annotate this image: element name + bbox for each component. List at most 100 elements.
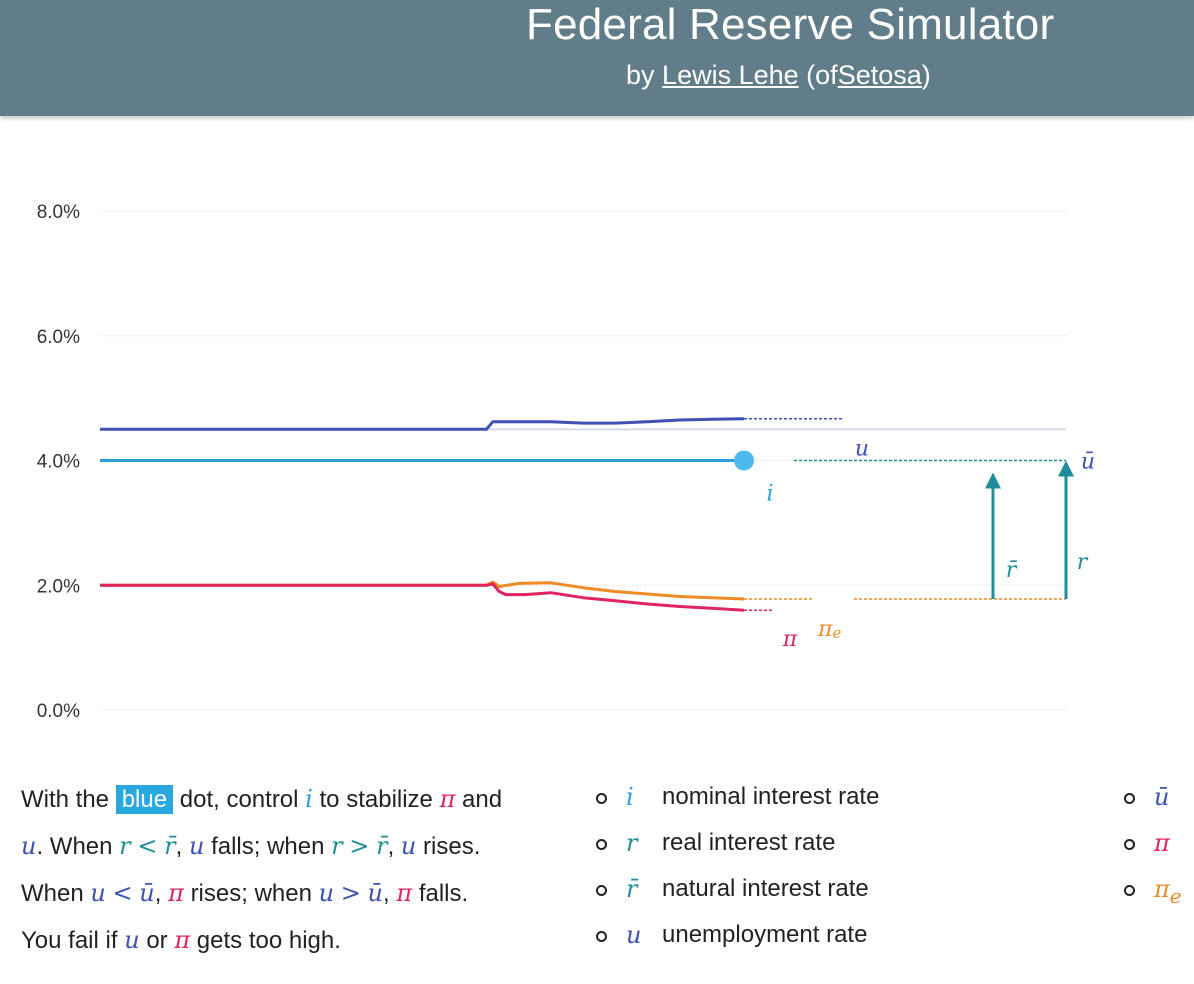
series-line-pi bbox=[100, 582, 745, 612]
y-tick-label: 8.0% bbox=[37, 202, 80, 223]
r-bar-label: r̄ bbox=[1006, 558, 1018, 583]
math-u: u bbox=[318, 879, 335, 907]
math-u: u bbox=[400, 832, 417, 860]
u-bar-label: ū bbox=[1081, 450, 1095, 475]
instructions-line-3: When u < ū, π rises; when u > ū, π falls… bbox=[21, 870, 581, 917]
legend-item-u: u unemployment rate bbox=[596, 912, 996, 958]
legend-symbol: ū bbox=[1154, 783, 1170, 811]
legend-definitions: i nominal interest rate r real interest … bbox=[596, 774, 996, 958]
legend-symbol: r̄ bbox=[626, 875, 638, 903]
i-label: i bbox=[766, 482, 773, 507]
legend-symbol: u bbox=[626, 921, 642, 949]
instructions-line-1: With the blue dot, control i to stabiliz… bbox=[21, 776, 581, 823]
pi-e-label-subscript: e bbox=[832, 624, 841, 642]
text: rises; when bbox=[190, 880, 312, 907]
math-pi: π bbox=[396, 879, 413, 907]
text: or bbox=[146, 927, 168, 954]
legend-item-pi-e: πe bbox=[1124, 866, 1194, 912]
math-i: i bbox=[305, 785, 313, 813]
math-r: r bbox=[119, 832, 131, 860]
math-pi: π bbox=[174, 926, 191, 954]
text: , bbox=[387, 833, 395, 860]
bullet-icon bbox=[1124, 885, 1135, 896]
text: rises. bbox=[423, 833, 481, 860]
legend-symbol: πe bbox=[1154, 866, 1182, 919]
bullet-icon bbox=[596, 793, 607, 804]
byline-of: (of bbox=[806, 60, 838, 90]
instructions: With the blue dot, control i to stabiliz… bbox=[21, 776, 581, 964]
rate-arrows bbox=[985, 460, 1074, 599]
text: falls; when bbox=[211, 833, 325, 860]
math-pi: π bbox=[439, 785, 456, 813]
legend-item-r-bar: r̄ natural interest rate bbox=[596, 866, 996, 912]
byline: by Lewis Lehe (ofSetosa) bbox=[626, 60, 931, 91]
legend-symbol: r bbox=[626, 829, 638, 857]
legend-label: real interest rate bbox=[662, 829, 836, 856]
blue-highlight: blue bbox=[115, 785, 174, 814]
pi-label: π bbox=[782, 627, 798, 652]
legend-label: nominal interest rate bbox=[662, 783, 880, 810]
series-line-u bbox=[100, 417, 745, 431]
y-tick-labels: 0.0% 2.0% 4.0% 6.0% 8.0% bbox=[37, 202, 80, 722]
text: to stabilize bbox=[319, 786, 433, 813]
page-header: Federal Reserve Simulator by Lewis Lehe … bbox=[0, 0, 1194, 116]
legend-definitions-2: ū π πe bbox=[1124, 774, 1194, 912]
math-gt: > bbox=[349, 832, 370, 860]
math-rbar: r̄ bbox=[164, 832, 176, 860]
pi-e-subscript: e bbox=[1169, 883, 1182, 908]
legend-label: natural interest rate bbox=[662, 875, 869, 902]
u-label: u bbox=[855, 437, 869, 462]
r-label: r bbox=[1077, 550, 1089, 575]
series-line-pi-e bbox=[100, 580, 745, 601]
math-lt: < bbox=[137, 832, 158, 860]
instructions-line-2: u. When r < r̄, u falls; when r > r̄, u … bbox=[21, 823, 581, 870]
math-pi: π bbox=[168, 879, 184, 907]
legend-label: unemployment rate bbox=[662, 921, 868, 948]
bullet-icon bbox=[1124, 839, 1135, 850]
math-r: r bbox=[331, 832, 343, 860]
y-tick-label: 2.0% bbox=[37, 576, 80, 597]
bullet-icon bbox=[596, 839, 607, 850]
text: falls. bbox=[418, 880, 469, 907]
legend-symbol: π bbox=[1154, 829, 1170, 857]
legend-item-i: i nominal interest rate bbox=[596, 774, 996, 820]
y-tick-label: 0.0% bbox=[37, 701, 80, 722]
author-link[interactable]: Lewis Lehe bbox=[662, 60, 799, 90]
rates-chart: 0.0% 2.0% 4.0% 6.0% 8.0% u ū i r̄ r π πe bbox=[37, 202, 1095, 722]
i-control-dot[interactable] bbox=[734, 450, 754, 471]
math-rbar: r̄ bbox=[376, 832, 388, 860]
text: , bbox=[154, 880, 162, 907]
legend-item-pi: π bbox=[1124, 820, 1194, 866]
math-u: u bbox=[90, 879, 106, 907]
bullet-icon bbox=[1124, 793, 1135, 804]
math-ubar: ū bbox=[367, 879, 384, 907]
y-tick-label: 4.0% bbox=[37, 452, 80, 473]
pi-e-label: πe bbox=[817, 617, 841, 642]
legend-item-u-bar: ū bbox=[1124, 774, 1194, 820]
legend-item-r: r real interest rate bbox=[596, 820, 996, 866]
text: and bbox=[462, 786, 503, 813]
pi-e-symbol: π bbox=[1154, 875, 1170, 903]
math-lt: < bbox=[112, 879, 133, 907]
series-lines bbox=[100, 417, 1066, 612]
org-link[interactable]: Setosa bbox=[837, 60, 922, 90]
math-u: u bbox=[21, 832, 37, 860]
math-u: u bbox=[124, 926, 140, 954]
byline-by: by bbox=[626, 60, 655, 90]
y-tick-label: 6.0% bbox=[37, 327, 80, 348]
page-title: Federal Reserve Simulator bbox=[526, 0, 1055, 49]
legend-symbol: i bbox=[626, 783, 634, 811]
text: gets too high. bbox=[196, 927, 341, 954]
math-u: u bbox=[188, 832, 205, 860]
text: dot, control bbox=[179, 786, 299, 813]
text: . When bbox=[36, 833, 113, 860]
math-gt: > bbox=[340, 879, 361, 907]
series-labels: u ū i r̄ r π πe bbox=[766, 437, 1095, 653]
text: , bbox=[175, 833, 183, 860]
bullet-icon bbox=[596, 931, 607, 942]
text: With the bbox=[21, 786, 110, 813]
r-bar-arrow-head bbox=[985, 472, 1001, 489]
bullet-icon bbox=[596, 885, 607, 896]
text: , bbox=[383, 880, 390, 907]
text: You fail if bbox=[21, 927, 118, 954]
